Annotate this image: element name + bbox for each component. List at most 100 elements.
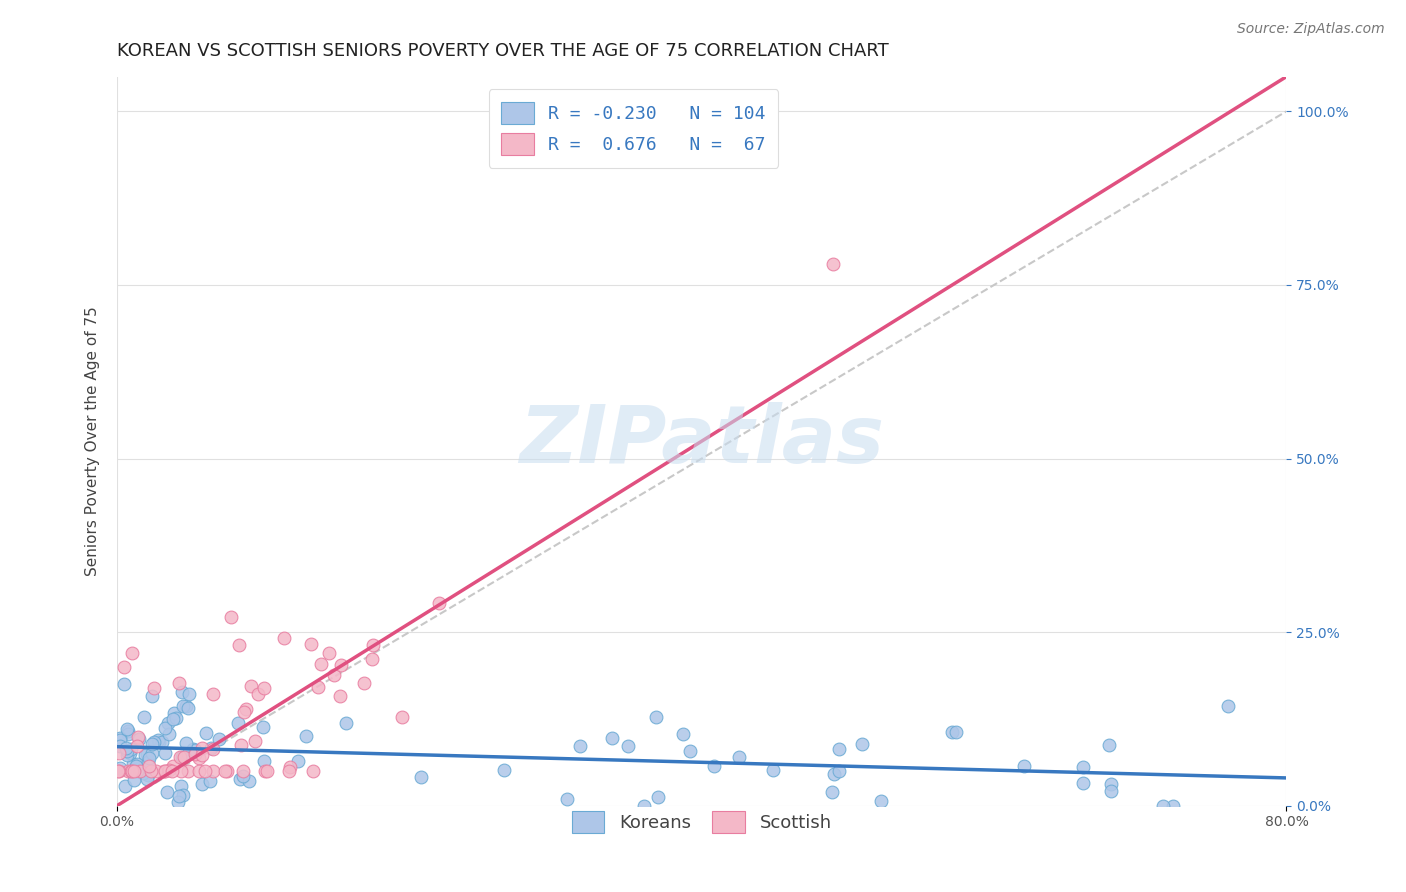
- Point: [156, 785, 179, 799]
- Point: [191, 747, 214, 762]
- Point: [112, 660, 135, 674]
- Point: [301, 764, 323, 778]
- Point: [851, 737, 873, 751]
- Point: [132, 765, 155, 780]
- Point: [647, 790, 669, 805]
- Point: [173, 749, 195, 764]
- Point: [162, 712, 184, 726]
- Point: [122, 756, 145, 771]
- Point: [136, 768, 159, 782]
- Point: [661, 125, 683, 139]
- Point: [198, 774, 221, 789]
- Point: [214, 764, 236, 778]
- Point: [188, 751, 211, 765]
- Point: [287, 754, 309, 768]
- Point: [728, 750, 751, 764]
- Point: [163, 706, 186, 720]
- Point: [114, 779, 136, 793]
- Point: [174, 699, 197, 714]
- Point: [391, 710, 413, 724]
- Point: [167, 789, 190, 803]
- Point: [253, 764, 276, 778]
- Point: [232, 705, 254, 719]
- Point: [172, 699, 194, 714]
- Point: [172, 789, 194, 803]
- Point: [409, 770, 432, 784]
- Point: [177, 687, 200, 701]
- Point: [278, 764, 301, 778]
- Point: [252, 720, 274, 734]
- Point: [1012, 759, 1035, 773]
- Point: [278, 760, 301, 774]
- Point: [633, 798, 655, 813]
- Point: [232, 769, 254, 783]
- Point: [142, 681, 165, 695]
- Point: [318, 646, 340, 660]
- Point: [120, 764, 142, 778]
- Point: [869, 794, 891, 808]
- Point: [208, 731, 231, 746]
- Point: [174, 736, 197, 750]
- Point: [108, 764, 131, 778]
- Point: [125, 759, 148, 773]
- Point: [311, 657, 333, 672]
- Point: [329, 689, 352, 703]
- Point: [181, 741, 204, 756]
- Point: [1216, 698, 1239, 713]
- Point: [169, 675, 191, 690]
- Point: [941, 724, 963, 739]
- Point: [762, 763, 785, 777]
- Point: [112, 677, 135, 691]
- Point: [1098, 738, 1121, 752]
- Point: [299, 637, 322, 651]
- Point: [136, 772, 159, 787]
- Point: [243, 733, 266, 747]
- Point: [145, 764, 167, 778]
- Point: [231, 739, 253, 753]
- Point: [153, 746, 176, 760]
- Point: [679, 744, 702, 758]
- Point: [115, 741, 138, 756]
- Point: [703, 759, 725, 773]
- Point: [125, 739, 148, 753]
- Point: [273, 631, 295, 645]
- Point: [821, 784, 844, 798]
- Point: [134, 709, 156, 723]
- Text: Source: ZipAtlas.com: Source: ZipAtlas.com: [1237, 22, 1385, 37]
- Point: [125, 764, 148, 778]
- Point: [120, 746, 142, 760]
- Point: [172, 685, 194, 699]
- Point: [353, 676, 375, 690]
- Point: [150, 735, 173, 749]
- Point: [194, 764, 217, 778]
- Point: [176, 764, 198, 778]
- Point: [141, 738, 163, 752]
- Point: [190, 741, 212, 756]
- Point: [148, 735, 170, 749]
- Point: [1099, 777, 1122, 791]
- Point: [823, 257, 845, 271]
- Point: [115, 744, 138, 758]
- Point: [115, 748, 138, 763]
- Point: [177, 700, 200, 714]
- Point: [256, 764, 278, 778]
- Point: [141, 747, 163, 761]
- Point: [1071, 759, 1094, 773]
- Point: [121, 764, 143, 778]
- Point: [117, 727, 139, 741]
- Point: [219, 609, 242, 624]
- Point: [568, 739, 591, 754]
- Point: [184, 747, 207, 761]
- Point: [129, 764, 152, 778]
- Point: [240, 679, 263, 693]
- Point: [945, 724, 967, 739]
- Point: [188, 764, 211, 778]
- Point: [201, 764, 224, 778]
- Point: [143, 734, 166, 748]
- Point: [122, 764, 145, 778]
- Point: [200, 740, 222, 755]
- Point: [828, 764, 851, 778]
- Point: [363, 639, 385, 653]
- Point: [191, 776, 214, 790]
- Point: [117, 723, 139, 738]
